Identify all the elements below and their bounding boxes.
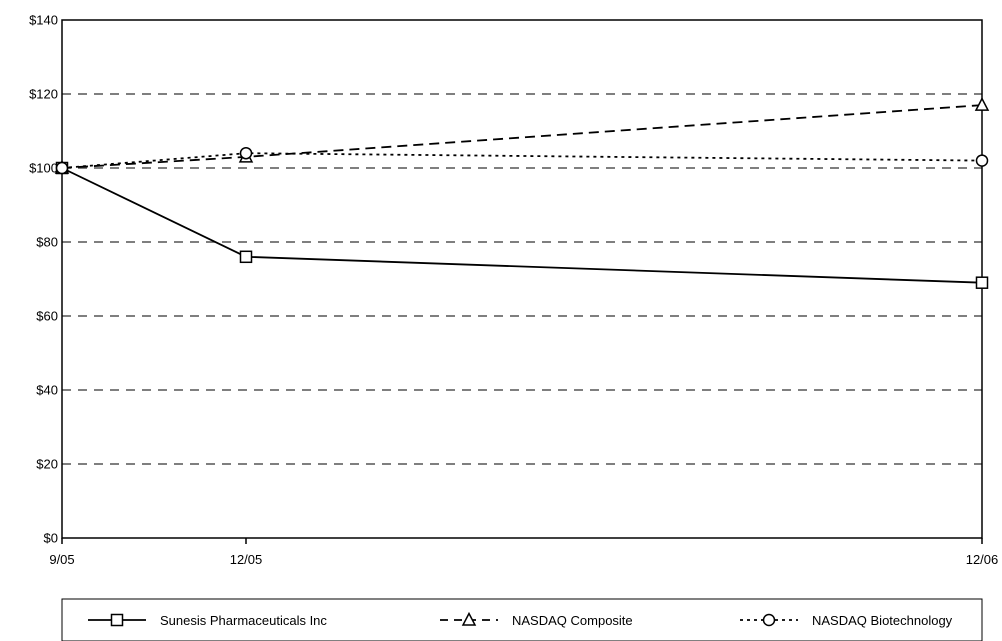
data-point [975, 276, 989, 289]
y-tick-label: $60 [36, 309, 58, 324]
data-point [975, 154, 989, 167]
y-tick-label: $80 [36, 235, 58, 250]
data-point [55, 161, 69, 175]
y-tick-label: $140 [29, 13, 58, 28]
legend: Sunesis Pharmaceuticals Inc NASDAQ Compos… [61, 598, 983, 641]
data-point [239, 250, 253, 264]
legend-label: NASDAQ Composite [512, 613, 633, 628]
plot-area-border [61, 19, 983, 539]
series-markers-square [55, 161, 989, 289]
series-triangle [61, 104, 983, 169]
gridlines [62, 93, 982, 465]
legend-marker [762, 613, 776, 627]
series-line [61, 104, 983, 169]
series-markers-circle [55, 146, 989, 175]
legend-item: Sunesis Pharmaceuticals Inc [88, 613, 327, 628]
x-tick-label: 9/05 [49, 552, 74, 567]
legend-marker [110, 613, 124, 627]
y-tick-label: $20 [36, 457, 58, 472]
y-tick-label: $40 [36, 383, 58, 398]
y-tick-label: $0 [44, 531, 58, 546]
data-point [239, 146, 253, 160]
series-square [61, 167, 983, 284]
y-tick-label: $100 [29, 161, 58, 176]
series-circle [61, 152, 983, 169]
series-line [61, 152, 983, 169]
x-tick-label: 12/06 [966, 552, 999, 567]
legend-item: NASDAQ Biotechnology [740, 613, 953, 628]
series-line [61, 167, 983, 284]
legend-label: NASDAQ Biotechnology [812, 613, 953, 628]
series-markers-triangle [54, 96, 990, 174]
y-tick-label: $120 [29, 87, 58, 102]
legend-box [61, 598, 983, 641]
legend-label: Sunesis Pharmaceuticals Inc [160, 613, 327, 628]
x-axis: 9/05 12/05 12/06 [49, 538, 998, 567]
legend-item: NASDAQ Composite [440, 611, 633, 628]
y-axis: $0 $20 $40 $60 $80 $100 $120 $140 [29, 13, 58, 546]
x-tick-label: 12/05 [230, 552, 263, 567]
legend-marker [461, 611, 477, 626]
data-point [974, 96, 990, 111]
series-group [54, 96, 990, 289]
